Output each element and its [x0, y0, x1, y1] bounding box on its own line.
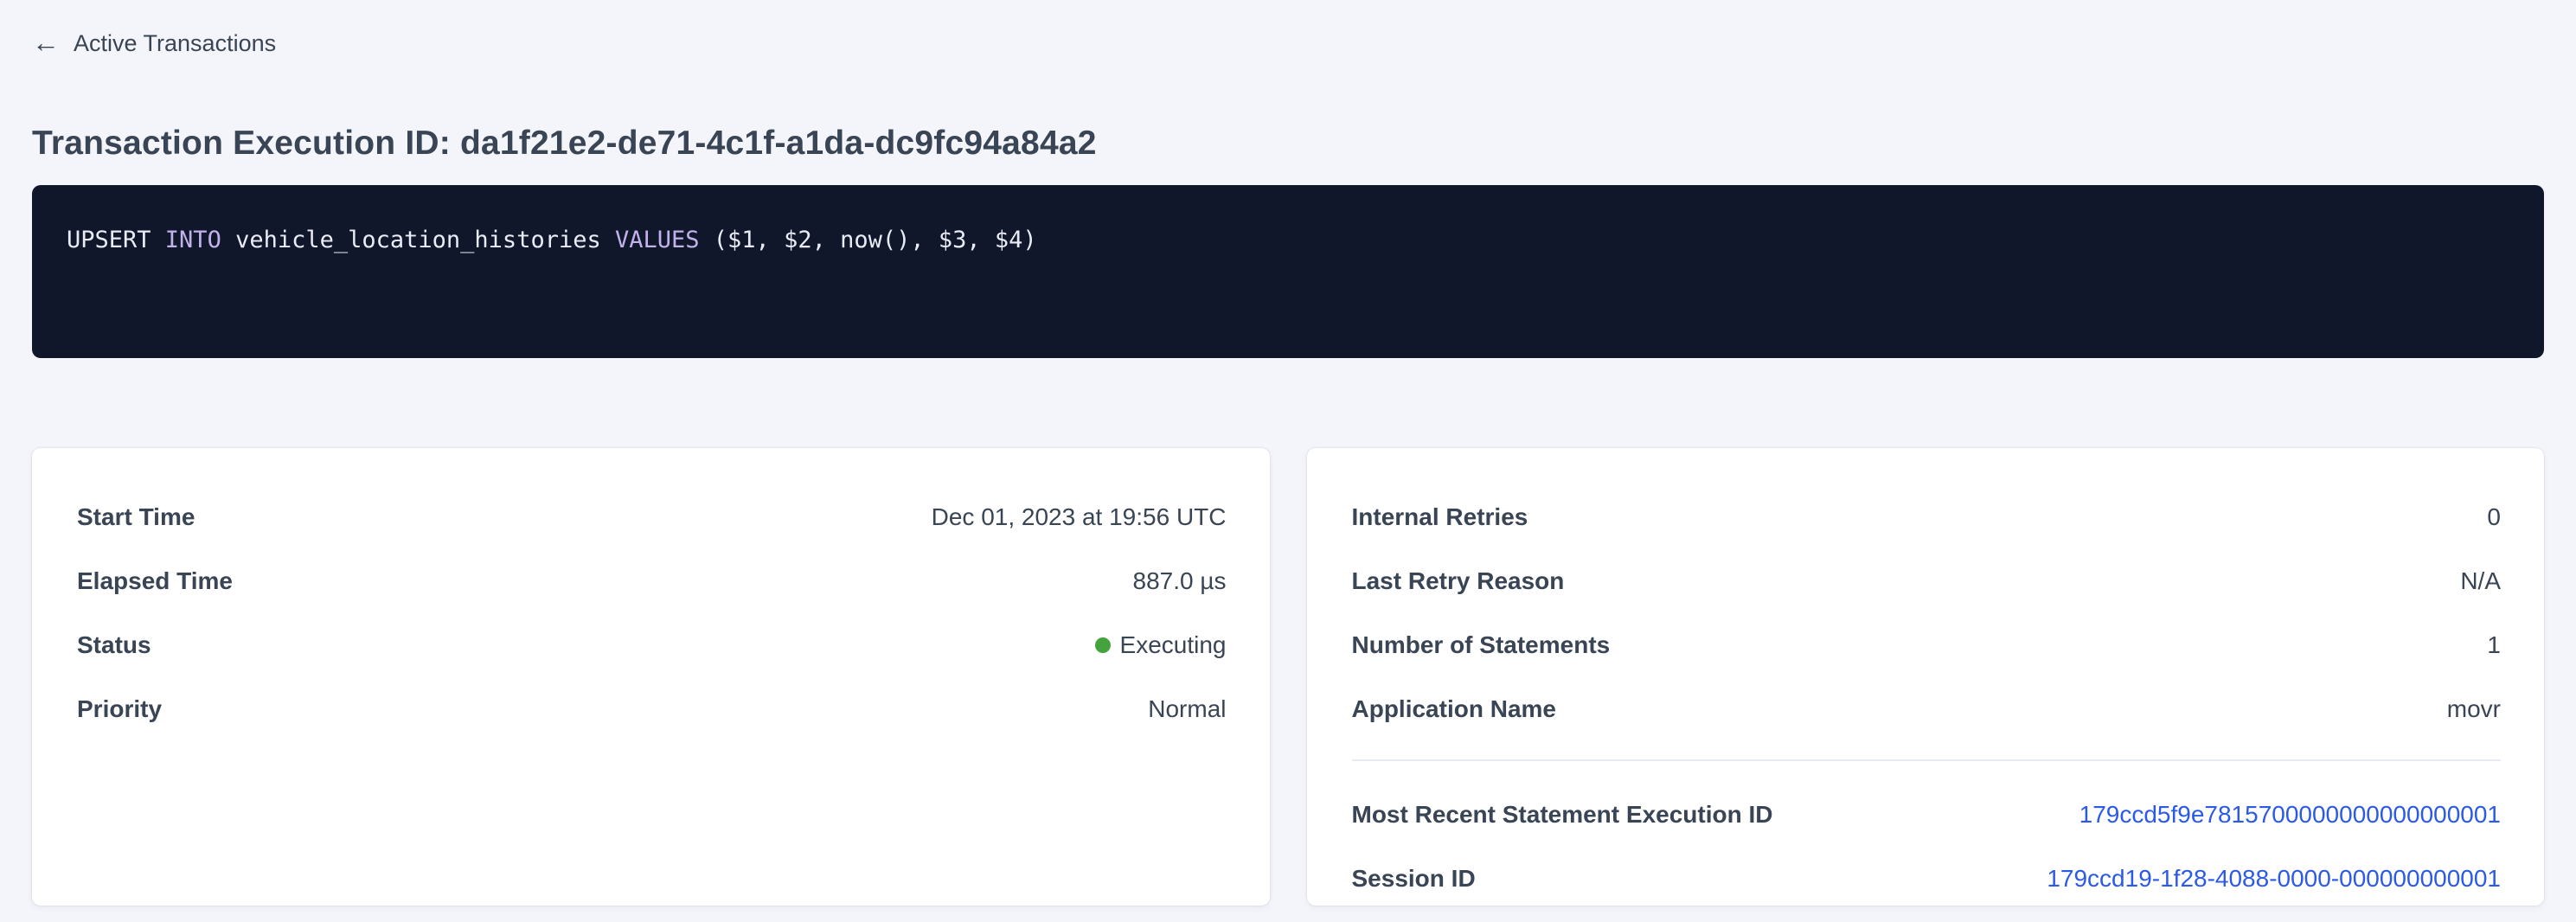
- sql-token: vehicle_location_histories: [221, 227, 615, 253]
- arrow-left-icon: ←: [32, 27, 60, 58]
- retries-statements-card: Internal Retries 0 Last Retry Reason N/A…: [1306, 448, 2544, 906]
- summary-cards: Start Time Dec 01, 2023 at 19:56 UTC Ela…: [32, 448, 2544, 906]
- number-of-statements-value: 1: [2487, 631, 2501, 658]
- card-section-divider: [1351, 759, 2501, 761]
- application-name-label: Application Name: [1351, 695, 1556, 722]
- start-time-value: Dec 01, 2023 at 19:56 UTC: [931, 503, 1227, 530]
- session-id-row: Session ID 179ccd19-1f28-4088-0000-00000…: [1352, 865, 2502, 893]
- elapsed-time-label: Elapsed Time: [77, 567, 234, 594]
- elapsed-time-value: 887.0 µs: [1132, 567, 1227, 594]
- last-retry-reason-row: Last Retry Reason N/A: [1352, 567, 2502, 595]
- last-retry-reason-label: Last Retry Reason: [1351, 567, 1565, 594]
- status-label: Status: [77, 631, 151, 658]
- internal-retries-row: Internal Retries 0: [1352, 503, 2502, 531]
- back-to-active-transactions-link[interactable]: ← Active Transactions: [32, 29, 276, 57]
- priority-row: Priority Normal: [77, 695, 1227, 723]
- statement-execution-id-link[interactable]: 179ccd5f9e7815700000000000000001: [2079, 801, 2501, 828]
- application-name-value: movr: [2446, 695, 2501, 722]
- number-of-statements-row: Number of Statements 1: [1352, 631, 2502, 659]
- transaction-summary-card: Start Time Dec 01, 2023 at 19:56 UTC Ela…: [32, 448, 1270, 906]
- most-recent-statement-execution-id-label: Most Recent Statement Execution ID: [1351, 801, 1773, 828]
- elapsed-time-row: Elapsed Time 887.0 µs: [77, 567, 1227, 595]
- sql-statement-box: UPSERT INTO vehicle_location_histories V…: [32, 185, 2544, 358]
- status-value: Executing: [1119, 631, 1227, 658]
- most-recent-statement-execution-id-row: Most Recent Statement Execution ID 179cc…: [1352, 801, 2502, 829]
- priority-label: Priority: [77, 695, 163, 722]
- status-row: Status Executing: [77, 631, 1227, 659]
- internal-retries-label: Internal Retries: [1351, 503, 1528, 530]
- start-time-label: Start Time: [77, 503, 195, 530]
- session-id-link[interactable]: 179ccd19-1f28-4088-0000-000000000001: [2047, 865, 2501, 892]
- sql-token: ($1, $2, now(), $3, $4): [699, 227, 1037, 253]
- application-name-row: Application Name movr: [1352, 695, 2502, 723]
- sql-keyword-token: INTO: [164, 227, 221, 253]
- sql-token: UPSERT: [67, 227, 165, 253]
- start-time-row: Start Time Dec 01, 2023 at 19:56 UTC: [77, 503, 1227, 531]
- internal-retries-value: 0: [2487, 503, 2501, 530]
- status-executing-dot-icon: [1094, 637, 1111, 653]
- page-title: Transaction Execution ID: da1f21e2-de71-…: [32, 125, 1097, 162]
- priority-value: Normal: [1148, 695, 1227, 722]
- session-id-label: Session ID: [1351, 865, 1476, 892]
- number-of-statements-label: Number of Statements: [1351, 631, 1611, 658]
- back-link-label: Active Transactions: [74, 29, 277, 56]
- sql-keyword-token: VALUES: [614, 227, 700, 253]
- last-retry-reason-value: N/A: [2460, 567, 2501, 594]
- status-badge: Executing: [1094, 631, 1227, 659]
- sql-statement: UPSERT INTO vehicle_location_histories V…: [67, 227, 1037, 253]
